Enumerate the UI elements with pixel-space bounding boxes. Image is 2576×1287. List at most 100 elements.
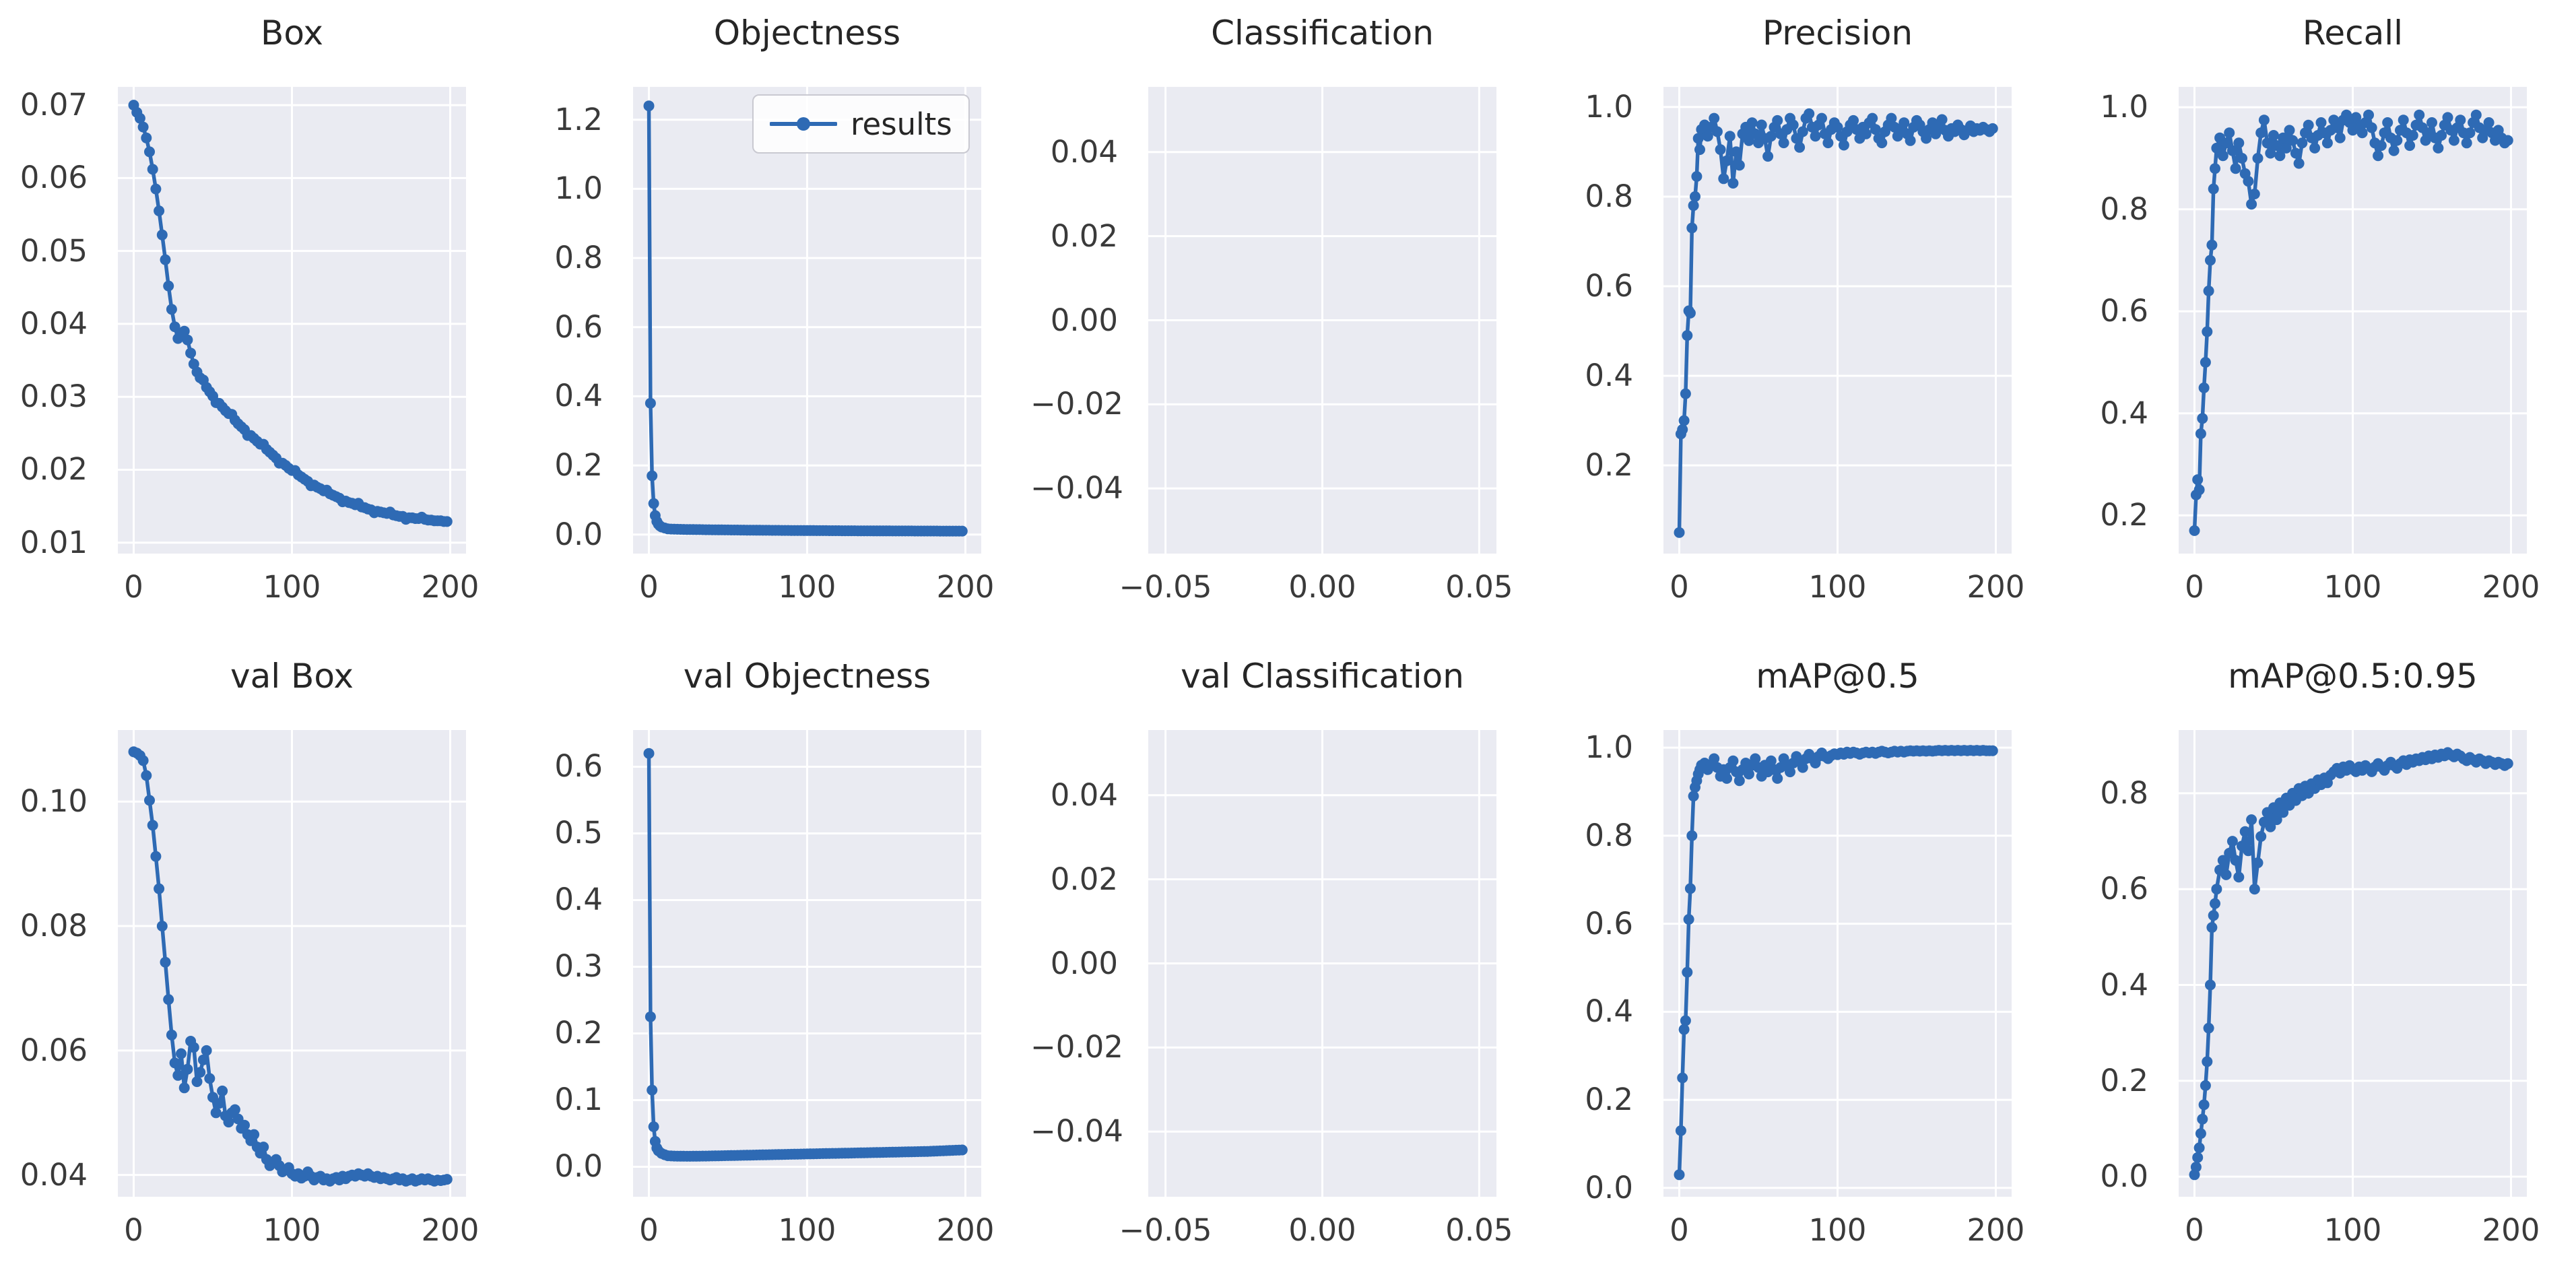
objectness-plot-canvas [633,87,981,554]
x-tick-label: 100 [1808,1212,1867,1248]
x-tick-label: 200 [421,1212,480,1248]
y-tick-label: 0.0 [554,516,603,552]
x-tick-label: 200 [421,569,480,605]
legend-line-marker-icon [770,117,837,131]
x-tick-label: 100 [263,1212,321,1248]
y-tick-label: 0.4 [1585,357,1633,393]
y-tick-label: 0.03 [20,378,88,415]
x-tick-label: 100 [1808,569,1867,605]
x-tick-label: 0.05 [1445,1212,1513,1248]
subplot-precision: Precision 1.0 0.8 0.6 0.4 0.2 0 100 200 [1546,0,2061,643]
recall-plot-canvas [2179,87,2527,554]
x-tick-label: 0 [639,569,659,605]
x-tick-label: −0.05 [1119,1212,1212,1248]
y-tick-label: 0.8 [1585,817,1633,853]
y-tick-label: 0.2 [1585,1082,1633,1118]
x-tick-label: 0 [124,1212,143,1248]
legend: results [752,94,970,154]
y-tick-label: 0.6 [2100,871,2148,907]
y-tick-label: 0.04 [20,305,88,341]
x-tick-label: 0.00 [1288,569,1356,605]
x-tick-label: 0 [1670,1212,1689,1248]
x-tick-label: 100 [778,569,836,605]
y-tick-label: 0.2 [2100,497,2148,533]
x-tick-label: 0 [639,1212,659,1248]
y-tick-label: 0.04 [1050,777,1118,813]
subplot-val-box: val Box 0.10 0.08 0.06 0.04 0 100 200 [0,643,515,1286]
y-tick-label: −0.04 [1030,1113,1123,1150]
y-tick-label: 0.2 [2100,1062,2148,1098]
subplot-recall: Recall 1.0 0.8 0.6 0.4 0.2 0 100 200 [2061,0,2576,643]
y-tick-label: 0.05 [20,232,88,269]
y-tick-label: −0.02 [1030,1029,1123,1065]
y-tick-label: 0.5 [554,815,603,851]
y-tick-label: 0.8 [2100,774,2148,811]
legend-label: results [851,106,952,142]
y-tick-label: 0.04 [1050,133,1118,170]
y-tick-label: 0.6 [1585,905,1633,942]
y-tick-label: 1.0 [1585,729,1633,766]
y-tick-label: 1.0 [1585,88,1633,125]
y-tick-label: −0.04 [1030,470,1123,506]
y-tick-label: 0.4 [554,378,603,414]
x-tick-label: 0.00 [1288,1212,1356,1248]
map50-plot-canvas [1663,730,2012,1197]
y-tick-label: 0.2 [554,1015,603,1051]
x-tick-label: 100 [2323,569,2382,605]
y-tick-label: 0.6 [554,308,603,345]
x-tick-label: 0 [1670,569,1689,605]
x-tick-label: 100 [2323,1212,2382,1248]
y-tick-label: 0.4 [2100,966,2148,1003]
subplot-title: mAP@0.5 [1756,657,1919,696]
y-tick-label: 0.6 [1585,267,1633,304]
y-tick-label: 1.0 [554,170,603,207]
x-tick-label: 200 [1967,1212,2025,1248]
y-tick-label: 0.2 [1585,447,1633,483]
classification-plot-canvas [1148,87,1496,554]
y-tick-label: 1.0 [2100,89,2148,125]
subplot-objectness: Objectness results 1.2 1.0 0.8 0.6 0.4 0.2 0.0… [515,0,1030,643]
subplot-title: val Objectness [683,657,931,696]
y-tick-label: 0.04 [20,1156,88,1193]
subplot-title: Precision [1762,13,1913,53]
subplot-title: val Classification [1181,657,1464,696]
x-tick-label: 100 [778,1212,836,1248]
x-tick-label: 100 [263,569,321,605]
subplot-map50: mAP@0.5 1.0 0.8 0.6 0.4 0.2 0.0 0 100 200 [1546,643,2061,1286]
y-tick-label: 0.0 [554,1148,603,1185]
y-tick-label: 0.4 [1585,993,1633,1030]
y-tick-label: 0.02 [1050,218,1118,254]
y-tick-label: 0.2 [554,447,603,484]
subplot-title: mAP@0.5:0.95 [2228,657,2478,696]
y-tick-label: 0.02 [20,451,88,488]
subplot-val-objectness: val Objectness 0.6 0.5 0.4 0.3 0.2 0.1 0.0 0 100… [515,643,1030,1286]
val-classification-plot-canvas [1148,730,1496,1197]
y-tick-label: 0.4 [554,882,603,918]
precision-plot-canvas [1663,87,2012,554]
subplot-title: Box [261,13,323,53]
subplot-title: val Box [230,657,354,696]
y-tick-label: 0.8 [1585,178,1633,214]
y-tick-label: 0.6 [554,748,603,785]
x-tick-label: −0.05 [1119,569,1212,605]
y-tick-label: 0.1 [554,1082,603,1118]
x-tick-label: 200 [2482,569,2540,605]
x-tick-label: 200 [936,569,995,605]
y-tick-label: 0.06 [20,1032,88,1068]
y-tick-label: 0.3 [554,948,603,985]
val-box-plot-canvas [118,730,466,1197]
y-tick-label: 0.00 [1050,302,1118,338]
subplot-box: Box 0.07 0.06 0.05 0.04 0.03 0.02 0.01 0 100 200 [0,0,515,643]
y-tick-label: 0.06 [20,160,88,196]
subplot-map50-95: mAP@0.5:0.95 0.8 0.6 0.4 0.2 0.0 0 100 200 [2061,643,2576,1286]
subplot-title: Recall [2302,13,2404,53]
x-tick-label: 0 [124,569,143,605]
y-tick-label: 0.08 [20,908,88,944]
x-tick-label: 200 [1967,569,2025,605]
x-tick-label: 200 [936,1212,995,1248]
subplot-title: Classification [1211,13,1434,53]
y-tick-label: 0.02 [1050,861,1118,897]
y-tick-label: 0.6 [2100,293,2148,329]
x-tick-label: 200 [2482,1212,2540,1248]
